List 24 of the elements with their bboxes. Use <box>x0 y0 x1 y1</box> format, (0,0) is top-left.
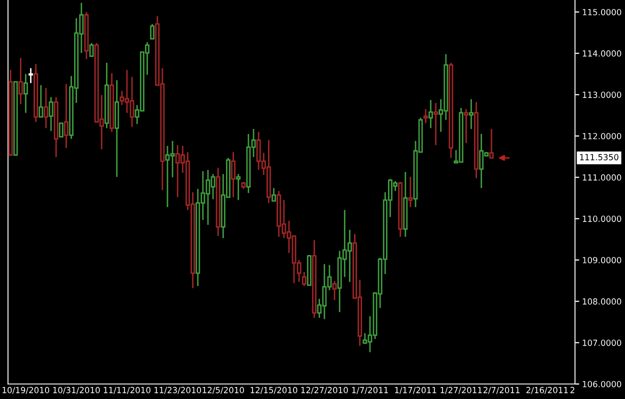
x-tick-label: 10/31/2010 <box>53 386 100 394</box>
y-tick-label: 113.0000 <box>582 92 622 98</box>
y-tick-label: 115.0000 <box>582 8 622 16</box>
x-tick-label: 11/23/2010 <box>154 386 202 394</box>
y-tick-label: 110.0000 <box>582 216 622 222</box>
y-tick-label: 114.0000 <box>582 50 622 57</box>
text: 111.5350 <box>580 154 618 160</box>
x-tick-label: 2 <box>570 386 574 394</box>
y-tick-label: 109.0000 <box>582 256 622 264</box>
x-tick-label: 2/16/2011 <box>526 386 568 394</box>
y-tick-label: 112.0000 <box>582 132 622 140</box>
x-tick-label: 12/27/2010 <box>301 386 348 394</box>
x-tick-label: 1/27/2011 <box>440 386 482 394</box>
x-tick-label: 2/7/2011 <box>483 386 520 394</box>
x-tick-label: 12/5/2010 <box>202 386 244 394</box>
y-tick-label: 111.0000 <box>582 174 622 181</box>
y-tick-label: 108.0000 <box>582 298 622 305</box>
x-tick-label: 1/17/2011 <box>395 386 436 394</box>
y-tick-label: 106.0000 <box>582 380 622 388</box>
x-tick-label: 11/11/2010 <box>104 386 150 394</box>
y-tick-label: 107.0000 <box>582 340 622 346</box>
x-tick-label: 10/19/2010 <box>2 386 50 394</box>
x-tick-label: 12/15/2010 <box>250 386 298 394</box>
x-tick-label: 1/7/2011 <box>352 386 388 394</box>
